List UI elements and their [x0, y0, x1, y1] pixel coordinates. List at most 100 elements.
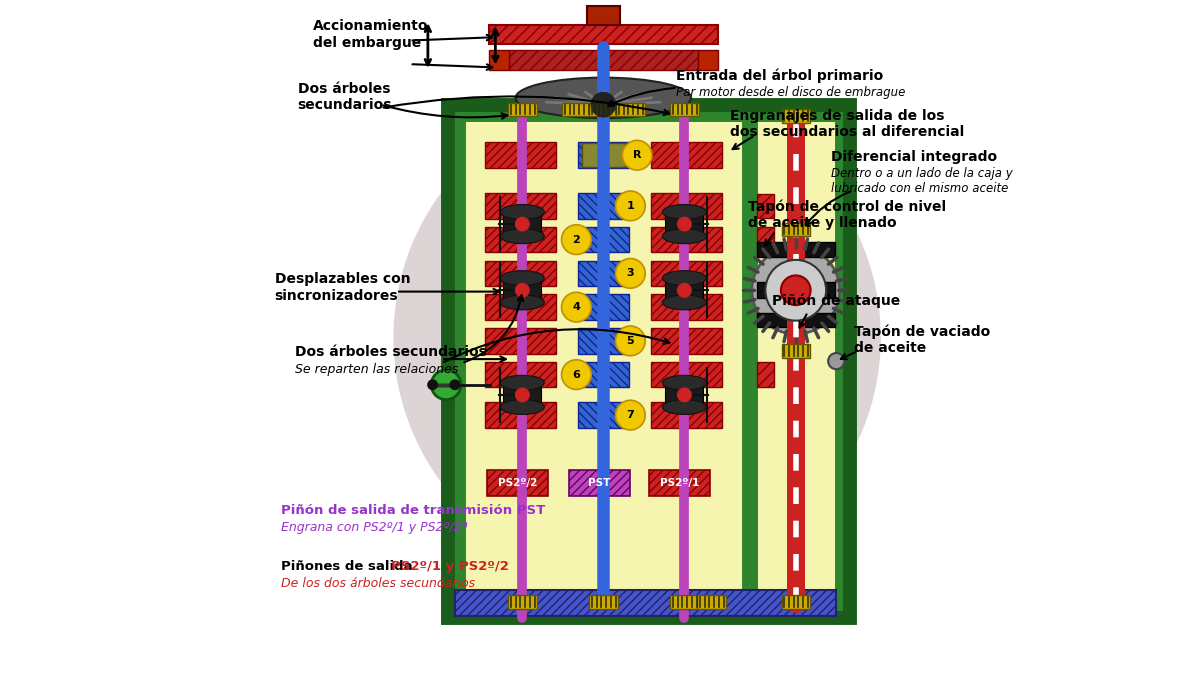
Bar	[781, 109, 810, 123]
Text: de aceite y llenado: de aceite y llenado	[749, 216, 898, 230]
Text: Entrada del árbol primario: Entrada del árbol primario	[676, 68, 883, 82]
Ellipse shape	[662, 229, 707, 244]
Bar	[589, 103, 618, 116]
Bar	[650, 227, 721, 252]
Ellipse shape	[662, 375, 707, 390]
Bar	[650, 294, 721, 320]
Circle shape	[766, 260, 826, 321]
Bar	[563, 103, 590, 116]
Bar	[650, 142, 721, 168]
Bar	[650, 402, 721, 428]
Circle shape	[616, 191, 646, 221]
Bar	[757, 242, 835, 256]
Bar	[578, 193, 629, 219]
Bar	[485, 142, 556, 168]
Bar	[781, 595, 810, 609]
Ellipse shape	[662, 400, 707, 414]
Ellipse shape	[500, 271, 545, 286]
Text: de aceite: de aceite	[854, 342, 926, 355]
Circle shape	[592, 92, 616, 117]
Text: secundarios: secundarios	[298, 99, 392, 112]
Bar	[666, 211, 703, 238]
Ellipse shape	[500, 375, 545, 390]
Bar	[757, 282, 835, 298]
Bar	[589, 595, 618, 609]
Text: PS2º/1: PS2º/1	[660, 479, 700, 488]
Bar	[578, 227, 629, 252]
Bar	[485, 227, 556, 252]
Bar	[455, 590, 836, 616]
Text: Engranajes de salida de los: Engranajes de salida de los	[730, 109, 944, 123]
Text: Piñones de salida: Piñones de salida	[281, 560, 418, 573]
Ellipse shape	[500, 229, 545, 244]
Ellipse shape	[516, 78, 691, 118]
Text: PST: PST	[588, 479, 611, 488]
Text: 3: 3	[626, 269, 634, 278]
Text: Se reparten las relaciones: Se reparten las relaciones	[295, 362, 458, 375]
Bar	[485, 294, 556, 320]
Circle shape	[678, 217, 691, 231]
Bar	[781, 344, 810, 358]
Bar	[485, 328, 556, 354]
Bar	[754, 118, 839, 604]
Bar	[671, 595, 698, 609]
Circle shape	[616, 400, 646, 430]
Ellipse shape	[662, 295, 707, 310]
Bar	[448, 105, 850, 618]
Text: Dos árboles: Dos árboles	[298, 82, 390, 96]
Circle shape	[562, 360, 592, 389]
Bar	[578, 142, 629, 168]
Circle shape	[431, 370, 461, 400]
Circle shape	[781, 275, 811, 305]
Bar	[462, 118, 745, 604]
Bar	[757, 362, 774, 387]
Bar	[757, 227, 774, 252]
Bar	[587, 6, 620, 25]
Ellipse shape	[662, 205, 707, 219]
Bar	[509, 103, 536, 116]
Circle shape	[562, 292, 592, 322]
Bar	[485, 193, 556, 219]
Text: 1: 1	[626, 201, 635, 211]
Circle shape	[678, 388, 691, 402]
Bar	[509, 595, 536, 609]
Circle shape	[623, 140, 652, 170]
Text: 2: 2	[572, 235, 581, 244]
Text: Par motor desde el disco de embrague: Par motor desde el disco de embrague	[676, 86, 905, 99]
Bar	[487, 470, 548, 496]
Ellipse shape	[500, 295, 545, 310]
Circle shape	[516, 217, 529, 231]
Bar	[666, 277, 703, 304]
Bar	[504, 381, 541, 408]
Text: PS2º/2: PS2º/2	[498, 479, 538, 488]
Circle shape	[828, 353, 845, 369]
Circle shape	[394, 95, 880, 580]
Bar	[650, 328, 721, 354]
Bar	[582, 143, 625, 167]
Text: Engrana con PS2º/1 y PS2º/2ª: Engrana con PS2º/1 y PS2º/2ª	[281, 520, 468, 533]
Bar	[781, 223, 810, 236]
Bar	[757, 295, 774, 319]
Circle shape	[516, 284, 529, 297]
Circle shape	[616, 326, 646, 356]
Ellipse shape	[662, 271, 707, 286]
Text: Desplazables con: Desplazables con	[275, 273, 410, 286]
Bar	[650, 261, 721, 286]
Bar	[578, 402, 629, 428]
Text: De los dos árboles secundarios: De los dos árboles secundarios	[281, 576, 475, 589]
Bar	[485, 402, 556, 428]
Bar	[504, 277, 541, 304]
Ellipse shape	[500, 400, 545, 414]
Bar	[578, 328, 629, 354]
Text: lubricado con el mismo aceite: lubricado con el mismo aceite	[830, 182, 1008, 195]
Ellipse shape	[500, 205, 545, 219]
Bar	[617, 103, 644, 116]
Bar	[671, 103, 698, 116]
Text: PS2º/1 y PS2º/2: PS2º/1 y PS2º/2	[391, 560, 509, 573]
Text: Piñón de ataque: Piñón de ataque	[772, 294, 900, 308]
Text: 4: 4	[572, 302, 581, 312]
Circle shape	[450, 380, 460, 389]
Bar	[698, 50, 718, 70]
Text: Accionamiento: Accionamiento	[313, 20, 428, 33]
Text: Piñón de salida de transmisión PST: Piñón de salida de transmisión PST	[281, 504, 546, 517]
